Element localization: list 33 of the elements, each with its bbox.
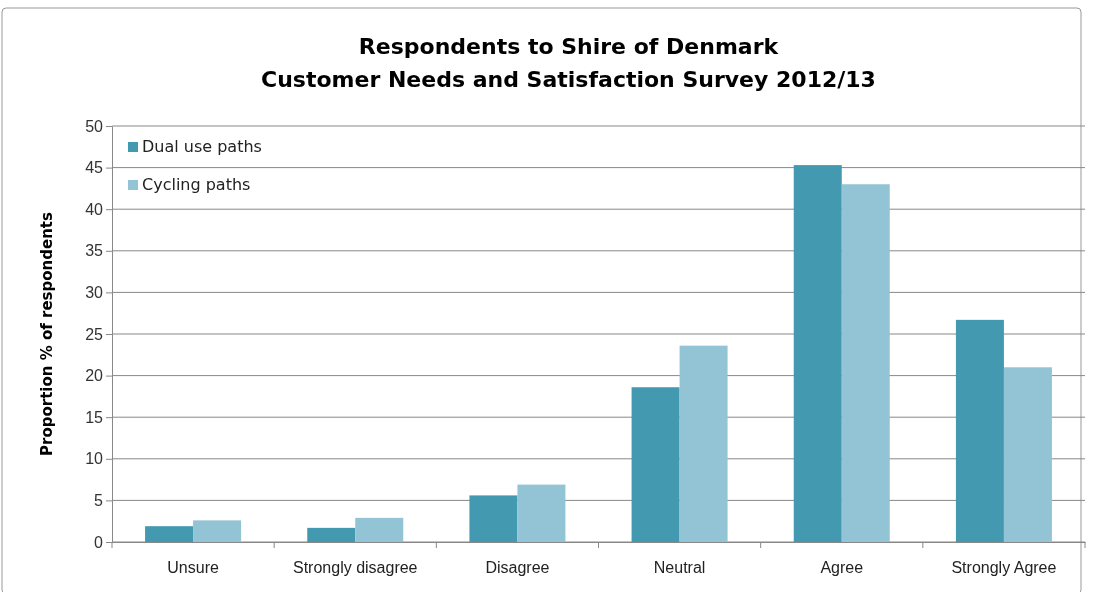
chart-title: Respondents to Shire of Denmark Customer Needs and Satisfaction Survey 2012/13	[261, 34, 876, 92]
x-tick-label: Unsure	[167, 559, 219, 577]
y-tick-label: 45	[85, 159, 104, 177]
bar	[469, 495, 518, 542]
bar	[1003, 367, 1052, 542]
bar	[355, 517, 404, 542]
y-tick-label: 0	[94, 533, 104, 551]
bar	[517, 484, 566, 542]
bar	[145, 526, 194, 542]
y-tick-label: 35	[85, 242, 104, 260]
bar	[793, 165, 842, 542]
legend-label: Cycling paths	[142, 175, 251, 194]
y-axis-title: Proportion % of respondents	[38, 212, 56, 456]
bar	[955, 319, 1004, 542]
y-tick-label: 5	[94, 492, 104, 510]
y-tick-label: 15	[85, 408, 104, 426]
bar	[679, 345, 728, 542]
legend-label: Dual use paths	[142, 137, 262, 156]
bar	[193, 520, 242, 542]
x-tick-label: Agree	[820, 559, 864, 577]
x-tick-label: Neutral	[653, 559, 706, 577]
y-tick-label: 10	[85, 450, 104, 468]
y-tick-label: 30	[85, 284, 104, 302]
y-tick-label: 25	[85, 325, 104, 343]
y-tick-label: 50	[85, 117, 104, 135]
bar	[841, 184, 890, 542]
x-tick-label: Strongly disagree	[292, 559, 418, 577]
x-tick-label: Disagree	[485, 559, 550, 577]
bar	[307, 527, 356, 542]
y-tick-label: 40	[85, 200, 104, 218]
bar	[631, 387, 680, 542]
x-tick-label: Strongly Agree	[951, 559, 1057, 577]
y-tick-label: 20	[85, 367, 104, 385]
